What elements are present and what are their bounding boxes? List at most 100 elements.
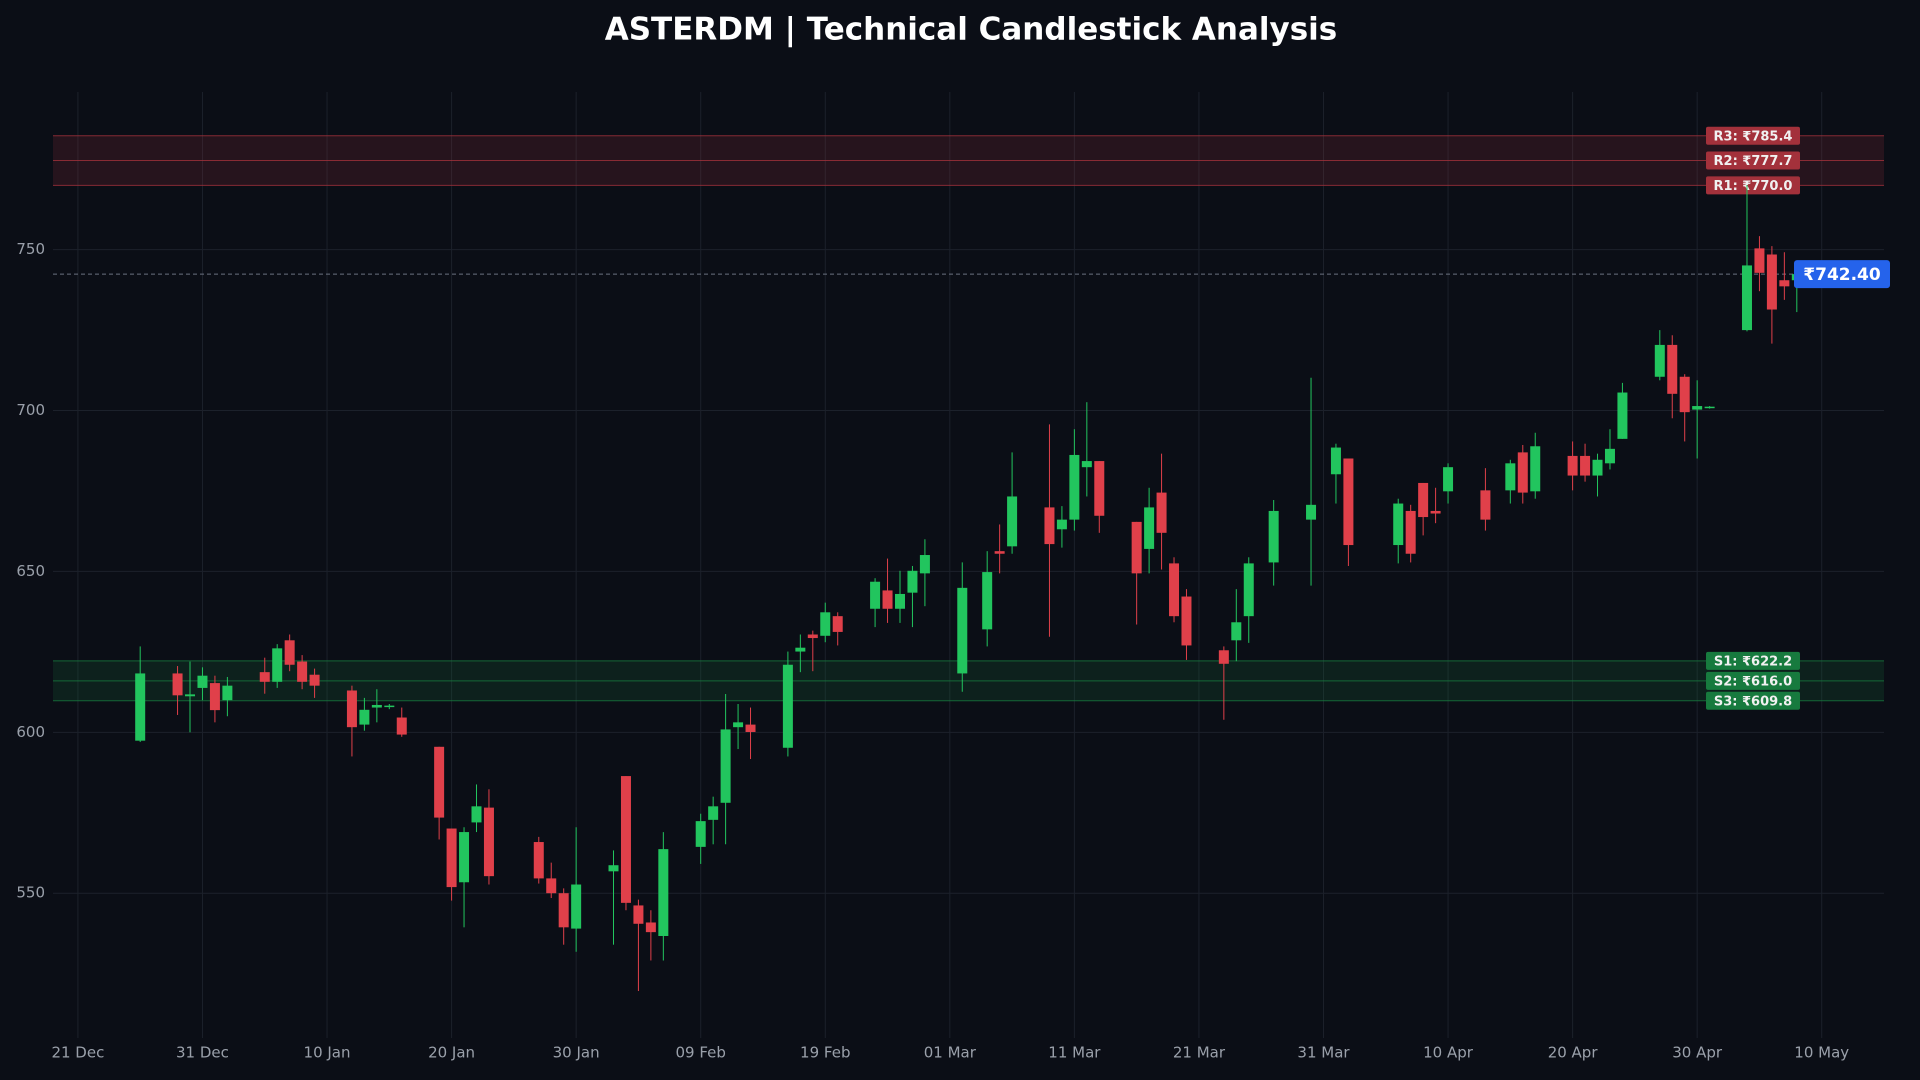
x-tick-label: 01 Mar [924, 1044, 977, 1062]
level-label: S3: ₹609.8 [1714, 694, 1792, 709]
candle-body [1343, 458, 1354, 546]
y-tick-label: 600 [16, 723, 45, 741]
candle-body [882, 590, 893, 609]
candle-body [1704, 406, 1715, 409]
candle-body [1169, 563, 1180, 617]
candle-body [1779, 280, 1790, 287]
candle-body [1094, 461, 1105, 516]
x-tick-label: 30 Apr [1672, 1044, 1723, 1062]
candle-body [434, 746, 445, 818]
candle-body [1592, 459, 1603, 476]
candle-body [533, 842, 544, 879]
candle-body [894, 593, 905, 609]
candle-body [1617, 392, 1628, 439]
candle-body [720, 729, 731, 803]
x-tick-label: 10 Apr [1423, 1044, 1474, 1062]
candle-body [1567, 455, 1578, 476]
candle-body [1405, 510, 1416, 554]
candle-body [907, 570, 918, 593]
level-label: R2: ₹777.7 [1714, 154, 1793, 169]
candle-body [1181, 596, 1192, 646]
candle-body [209, 683, 220, 711]
candle-body [820, 612, 831, 636]
candle-body [1580, 455, 1591, 476]
candle-body [658, 849, 669, 936]
last-price-box [1794, 260, 1890, 289]
candle-body [795, 647, 806, 652]
candle-body [371, 704, 382, 708]
candle-body [807, 634, 818, 639]
candle-body [633, 905, 644, 924]
candle-body [1418, 482, 1429, 518]
candle-body [957, 587, 968, 674]
candle-body [832, 616, 843, 632]
candle-body [695, 821, 706, 847]
candle-body [558, 893, 569, 928]
candle-body [1330, 447, 1341, 475]
candle-body [1156, 492, 1167, 533]
candle-body [733, 722, 744, 728]
candle-body [1443, 467, 1454, 492]
candle-body [1144, 507, 1155, 549]
level-label-box [1706, 176, 1800, 195]
candle-body [1754, 248, 1765, 273]
last-price-label: ₹742.40 [1803, 265, 1881, 285]
candle-body [1044, 507, 1055, 545]
level-label-box [1706, 126, 1800, 145]
candle-body [1243, 563, 1254, 617]
candle-body [135, 673, 146, 741]
candle-body [620, 776, 631, 903]
x-tick-label: 21 Mar [1173, 1044, 1226, 1062]
candle-body [384, 705, 395, 708]
candle-body [1667, 344, 1678, 394]
candle-body [222, 685, 233, 701]
candle-body [396, 717, 407, 735]
x-tick-label: 31 Mar [1297, 1044, 1350, 1062]
x-tick-label: 31 Dec [176, 1044, 229, 1062]
candle-body [359, 709, 370, 725]
candle-body [571, 884, 582, 929]
y-tick-label: 750 [16, 240, 45, 258]
x-tick-label: 09 Feb [675, 1044, 725, 1062]
candle-body [1131, 521, 1142, 574]
candle-body [708, 806, 719, 820]
candle-body [745, 724, 756, 732]
candle-body [1480, 490, 1491, 520]
x-tick-label: 30 Jan [553, 1044, 600, 1062]
x-tick-label: 20 Apr [1548, 1044, 1599, 1062]
level-label-box [1706, 691, 1800, 710]
x-tick-label: 10 May [1794, 1044, 1849, 1062]
x-tick-label: 19 Feb [800, 1044, 850, 1062]
level-label-box [1706, 651, 1800, 670]
y-tick-label: 650 [16, 562, 45, 580]
candle-body [1231, 622, 1242, 641]
candle-body [346, 690, 357, 728]
candle-body [483, 807, 494, 877]
level-label: S2: ₹616.0 [1714, 674, 1792, 689]
x-tick-label: 21 Dec [51, 1044, 104, 1062]
candle-body [1530, 446, 1541, 492]
level-label: R1: ₹770.0 [1714, 179, 1793, 194]
candle-body [994, 551, 1005, 554]
candle-body [1218, 650, 1229, 664]
candle-body [1081, 461, 1092, 468]
level-label: R3: ₹785.4 [1714, 129, 1793, 144]
candle-body [1604, 448, 1615, 464]
candle-body [284, 640, 295, 665]
candle-body [1056, 519, 1067, 530]
candle-body [645, 922, 656, 933]
y-tick-label: 550 [16, 884, 45, 902]
candle-body [919, 555, 930, 574]
level-label-box [1706, 151, 1800, 170]
candle-body [297, 661, 308, 682]
candle-body [172, 673, 183, 696]
candle-body [1069, 454, 1080, 520]
candle-body [1692, 406, 1703, 410]
candle-body [1679, 376, 1690, 413]
candle-body [1393, 503, 1404, 546]
candle-body [309, 674, 320, 686]
candle-body [608, 865, 619, 872]
candle-body [1654, 344, 1665, 377]
